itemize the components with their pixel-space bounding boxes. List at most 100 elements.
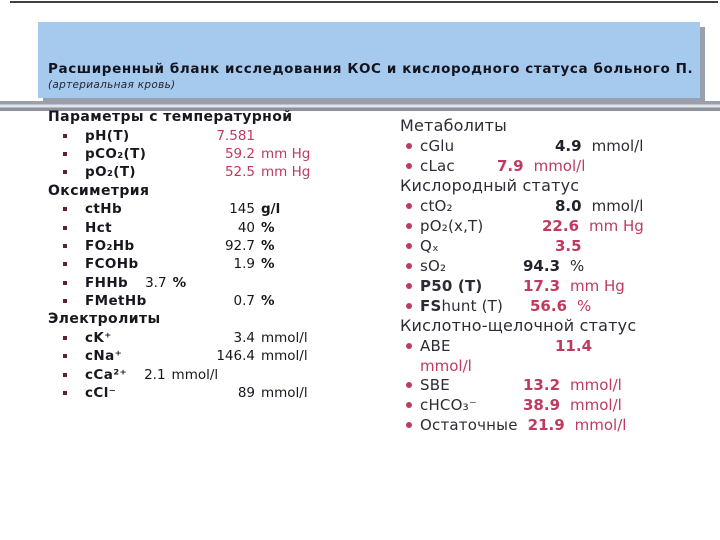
round-bullet-icon bbox=[406, 263, 412, 269]
square-bullet-icon bbox=[63, 243, 67, 248]
lab-row-clac: cLac 7.9 mmol/l bbox=[400, 156, 715, 176]
lab-row-fmethb: FMetHb 0.7 % bbox=[48, 292, 358, 310]
lab-row-fhhb: FHHb 3.7 % bbox=[48, 274, 358, 292]
horizontal-divider-rule bbox=[0, 101, 720, 111]
lab-row-fcohb: FCOHb 1.9 % bbox=[48, 255, 358, 273]
lab-row-fshunt: FShunt (T) 56.6 % bbox=[400, 296, 715, 316]
param-unit: mmol/l bbox=[591, 197, 644, 215]
param-label: cNa⁺ bbox=[85, 348, 123, 365]
lab-row-cca: cCa²⁺ 2.1 mmol/l bbox=[48, 365, 358, 383]
square-bullet-icon bbox=[63, 151, 67, 156]
param-unit: mm Hg bbox=[570, 277, 625, 295]
right-parameters-column: Метаболиты cGlu 4.9 mmol/l cLac 7.9 mmol… bbox=[400, 116, 715, 435]
param-unit: mmol/l bbox=[171, 366, 219, 383]
round-bullet-icon bbox=[406, 243, 412, 249]
param-label: ctHb bbox=[85, 201, 123, 218]
param-unit: mm Hg bbox=[589, 217, 644, 235]
param-value: 17.3 bbox=[523, 277, 561, 295]
round-bullet-icon bbox=[406, 143, 412, 149]
round-bullet-icon bbox=[406, 402, 412, 408]
param-unit: % bbox=[577, 297, 592, 315]
param-value: 3.5 bbox=[555, 237, 582, 255]
round-bullet-icon bbox=[406, 382, 412, 388]
param-unit: mmol/l bbox=[574, 416, 627, 434]
param-unit: mmol/l bbox=[570, 376, 622, 394]
square-bullet-icon bbox=[63, 280, 67, 285]
param-label: FO₂Hb bbox=[85, 237, 135, 254]
section-title-acid-base-status: Кислотно-щелочной статус bbox=[400, 316, 637, 335]
param-value: 1.9 bbox=[233, 256, 255, 273]
param-value: 21.9 bbox=[527, 416, 565, 434]
param-unit: mmol/l bbox=[420, 356, 472, 375]
param-unit: mm Hg bbox=[261, 164, 311, 181]
param-label: sO₂ bbox=[420, 257, 447, 275]
param-unit: mmol/l bbox=[591, 137, 644, 155]
square-bullet-icon bbox=[63, 391, 67, 396]
param-unit: mmol/l bbox=[261, 385, 308, 402]
section-title-temperature-params: Параметры с температурной bbox=[48, 109, 293, 125]
param-unit: % bbox=[570, 257, 585, 275]
slide-top-rule bbox=[10, 1, 718, 3]
lab-row-cna: cNa⁺ 146.4 mmol/l bbox=[48, 347, 358, 365]
param-value: 89 bbox=[237, 385, 255, 402]
param-value: 94.3 bbox=[523, 257, 561, 275]
lab-row-p50: P50 (T) 17.3 mm Hg bbox=[400, 276, 715, 296]
lab-row-fo2hb: FO₂Hb 92.7 % bbox=[48, 237, 358, 255]
lab-row-abe: ABE 11.4 bbox=[400, 336, 715, 356]
param-value: 22.6 bbox=[542, 217, 580, 235]
param-unit: % bbox=[261, 237, 275, 254]
param-value: 4.9 bbox=[555, 137, 582, 155]
param-value: 7.9 bbox=[497, 157, 524, 175]
param-label: pH(T) bbox=[85, 127, 130, 144]
param-value: 11.4 bbox=[555, 337, 593, 355]
param-label-rest: hunt (T) bbox=[441, 297, 504, 315]
param-label: FMetHb bbox=[85, 293, 147, 310]
param-value: 0.7 bbox=[233, 293, 255, 310]
param-label: Hct bbox=[85, 219, 112, 236]
param-unit: mmol/l bbox=[261, 329, 308, 346]
param-value: 13.2 bbox=[523, 376, 561, 394]
lab-row-po2x: pO₂(x,T) 22.6 mm Hg bbox=[400, 216, 715, 236]
param-value: 56.6 bbox=[530, 297, 568, 315]
lab-row-abe-unit-wrap: mmol/l bbox=[400, 356, 715, 375]
square-bullet-icon bbox=[63, 133, 67, 138]
param-label: ctO₂ bbox=[420, 197, 453, 215]
square-bullet-icon bbox=[63, 372, 67, 377]
round-bullet-icon bbox=[406, 223, 412, 229]
lab-row-residual: Остаточные 21.9 mmol/l bbox=[400, 415, 715, 435]
square-bullet-icon bbox=[63, 335, 67, 340]
section-title-oximetry: Оксиметрия bbox=[48, 182, 150, 199]
param-label: pO₂(T) bbox=[85, 164, 137, 181]
param-label: FShunt (T) bbox=[420, 297, 530, 315]
lab-row-po2: pO₂(T) 52.5 mm Hg bbox=[48, 163, 358, 181]
slide-subtitle: (артериальная кровь) bbox=[48, 79, 176, 91]
square-bullet-icon bbox=[63, 225, 67, 230]
lab-row-pco2: pCO₂(T) 59.2 mm Hg bbox=[48, 145, 358, 163]
param-value: 52.5 bbox=[224, 164, 255, 181]
lab-row-hct: Hct 40 % bbox=[48, 218, 358, 236]
section-title-electrolytes: Электролиты bbox=[48, 311, 161, 328]
lab-row-cto2: ctO₂ 8.0 mmol/l bbox=[400, 196, 715, 216]
param-label: cCa²⁺ bbox=[85, 366, 128, 383]
param-value: 7.581 bbox=[216, 127, 255, 144]
param-value: 8.0 bbox=[555, 197, 582, 215]
param-unit: mmol/l bbox=[570, 396, 622, 414]
param-unit: % bbox=[261, 293, 275, 310]
square-bullet-icon bbox=[63, 170, 67, 175]
param-value: 145 bbox=[229, 201, 255, 218]
lab-row-ph: pH(T) 7.581 bbox=[48, 126, 358, 144]
lab-row-so2: sO₂ 94.3 % bbox=[400, 256, 715, 276]
param-value: 3.4 bbox=[233, 329, 255, 346]
param-label: cHCO₃⁻ bbox=[420, 396, 477, 414]
round-bullet-icon bbox=[406, 303, 412, 309]
param-label: P50 (T) bbox=[420, 277, 483, 295]
param-value: 40 bbox=[237, 219, 255, 236]
round-bullet-icon bbox=[406, 163, 412, 169]
param-label: SBE bbox=[420, 376, 450, 394]
square-bullet-icon bbox=[63, 262, 67, 267]
param-label: pO₂(x,T) bbox=[420, 217, 484, 235]
lab-row-ccl: cCl⁻ 89 mmol/l bbox=[48, 384, 358, 402]
lab-row-cthb: ctHb 145 g/l bbox=[48, 200, 358, 218]
param-value: 3.7 bbox=[145, 274, 167, 291]
param-label-bold-prefix: FS bbox=[420, 297, 442, 315]
